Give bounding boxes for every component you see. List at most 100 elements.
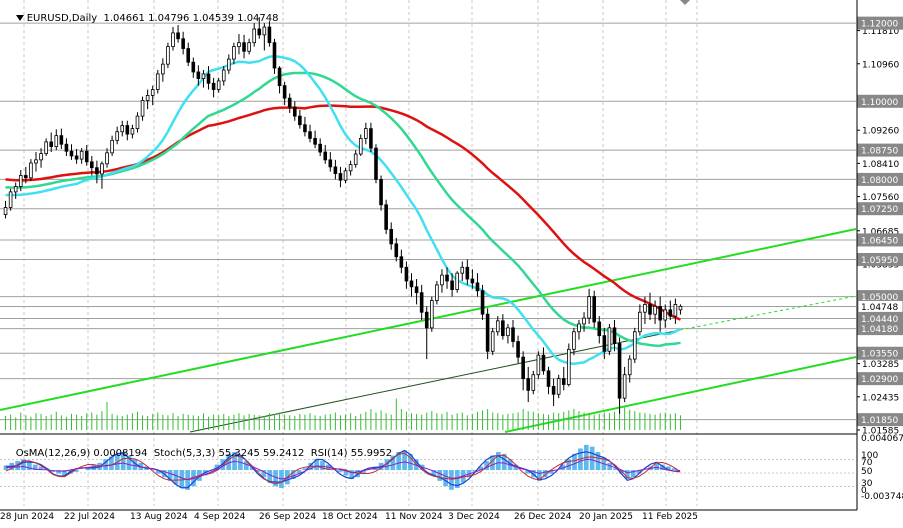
candle-body [658, 305, 662, 321]
candle-body [506, 327, 510, 337]
osma-bar [73, 470, 79, 472]
candle-body [150, 89, 155, 96]
osma-bar [267, 470, 273, 483]
oscillator-tick-label: -0.0037481 [861, 492, 903, 502]
candle-body [166, 46, 170, 65]
osma-bar [173, 470, 179, 485]
candle-body [328, 159, 333, 168]
osma-bar [56, 470, 62, 474]
price-tick-label: 1.11810 [862, 27, 899, 37]
time-tick-label: 4 Sep 2024 [194, 512, 246, 522]
candle-body [100, 163, 104, 175]
candle-body [460, 266, 465, 274]
time-tick-label: 18 Oct 2024 [322, 512, 378, 522]
osma-bar [402, 450, 407, 471]
price-level-tag [857, 346, 903, 360]
price-level-label: 1.04748 [861, 303, 898, 313]
candle-body [648, 304, 652, 315]
candle-body [673, 304, 678, 317]
osma-bar [542, 470, 548, 478]
candle-body [384, 204, 388, 230]
price-tick-label: 1.01585 [862, 427, 899, 437]
candle-body [632, 331, 637, 360]
osma-bar [666, 466, 671, 471]
candle-body [622, 374, 627, 399]
candle-body [521, 356, 525, 380]
candle-body [617, 343, 622, 399]
candle-body [495, 320, 500, 333]
candle-body [399, 256, 404, 268]
candle-body [206, 73, 211, 84]
candle-body [404, 266, 409, 282]
oscillator-panel [0, 433, 857, 490]
candle-body [69, 150, 74, 157]
osma-bar [484, 461, 489, 471]
osma-bar [566, 459, 572, 471]
osma-bar [120, 452, 126, 471]
candle-body [602, 335, 607, 352]
osma-bar [337, 470, 343, 472]
candle-body [84, 150, 89, 163]
candle-body [653, 305, 657, 315]
candle-body [394, 243, 399, 258]
candle-body [627, 358, 632, 376]
candle-body [161, 63, 165, 75]
osma-bar [478, 466, 484, 471]
oscillator-tick-label: 100 [861, 451, 878, 461]
chart-header-arrow-icon [15, 15, 24, 21]
shift-marker-icon[interactable] [680, 0, 690, 5]
dark-trend-line [189, 329, 681, 433]
candle-body [44, 141, 48, 155]
osma-bar [109, 456, 114, 471]
price-level-label: 1.07250 [861, 205, 898, 215]
candle-body [485, 313, 490, 352]
candle-body [333, 166, 338, 174]
candle-body [374, 147, 378, 180]
candle-body [196, 71, 201, 80]
candle-body [612, 327, 617, 344]
osma-bar [613, 468, 618, 471]
rsi-line [5, 458, 681, 481]
candle-body [105, 152, 109, 165]
price-tick-label: 1.02435 [862, 393, 899, 403]
candle-body [59, 135, 64, 145]
osma-bar [126, 455, 132, 471]
osma-bar [167, 470, 173, 481]
osma-bar [525, 470, 530, 474]
candle-body [34, 159, 38, 164]
osma-bar [437, 470, 443, 481]
candle-body [186, 48, 191, 63]
price-level-tag [857, 172, 903, 186]
candle-body [262, 26, 267, 36]
candle-body [49, 141, 54, 147]
price-level-label: 1.05950 [861, 256, 898, 266]
time-tick-label: 11 Nov 2024 [385, 512, 443, 522]
candle-body [313, 137, 317, 145]
candle-body [145, 95, 150, 101]
oscillator-tick-label: 70 [861, 458, 873, 468]
candle-body [292, 106, 297, 117]
candle-body [343, 170, 348, 181]
price-level-label: 1.04180 [861, 325, 898, 335]
candle-body [267, 26, 272, 44]
candle-body [561, 378, 566, 385]
candle-body [308, 131, 312, 139]
symbol-label: EURUSD,Daily [26, 13, 98, 24]
candle-body [541, 354, 546, 372]
candle-body [323, 151, 328, 161]
rsi-label: RSI(14) 55.9952 [310, 448, 393, 459]
price-level-tag [857, 233, 903, 247]
candle-body [572, 331, 576, 350]
close-value: 1.04748 [237, 13, 279, 24]
osma-bar [454, 470, 460, 489]
candle-body [171, 32, 175, 47]
candle-body [556, 378, 561, 395]
time-tick-label: 20 Jan 2025 [579, 512, 633, 522]
oscillator-tick-label: 0.0040679 [861, 434, 903, 444]
osma-bar [296, 470, 302, 474]
candle-body [511, 327, 515, 342]
candle-body [130, 128, 135, 135]
price-level-tag [857, 322, 903, 336]
